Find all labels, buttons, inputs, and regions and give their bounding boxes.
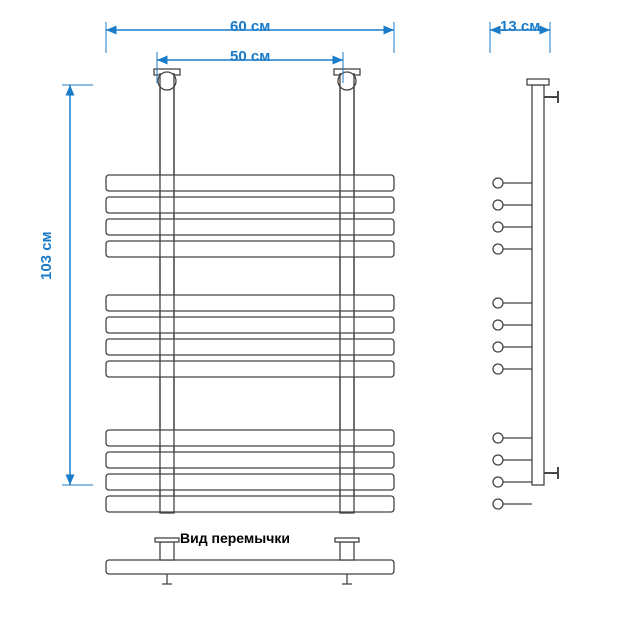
crossbar-caption: Вид перемычки — [180, 530, 290, 546]
dim-width-outer: 60 см — [230, 18, 270, 35]
technical-drawing — [0, 0, 640, 640]
dim-height: 103 см — [38, 231, 55, 280]
dim-width-inner: 50 см — [230, 48, 270, 65]
dim-depth: 13 см — [500, 18, 540, 35]
